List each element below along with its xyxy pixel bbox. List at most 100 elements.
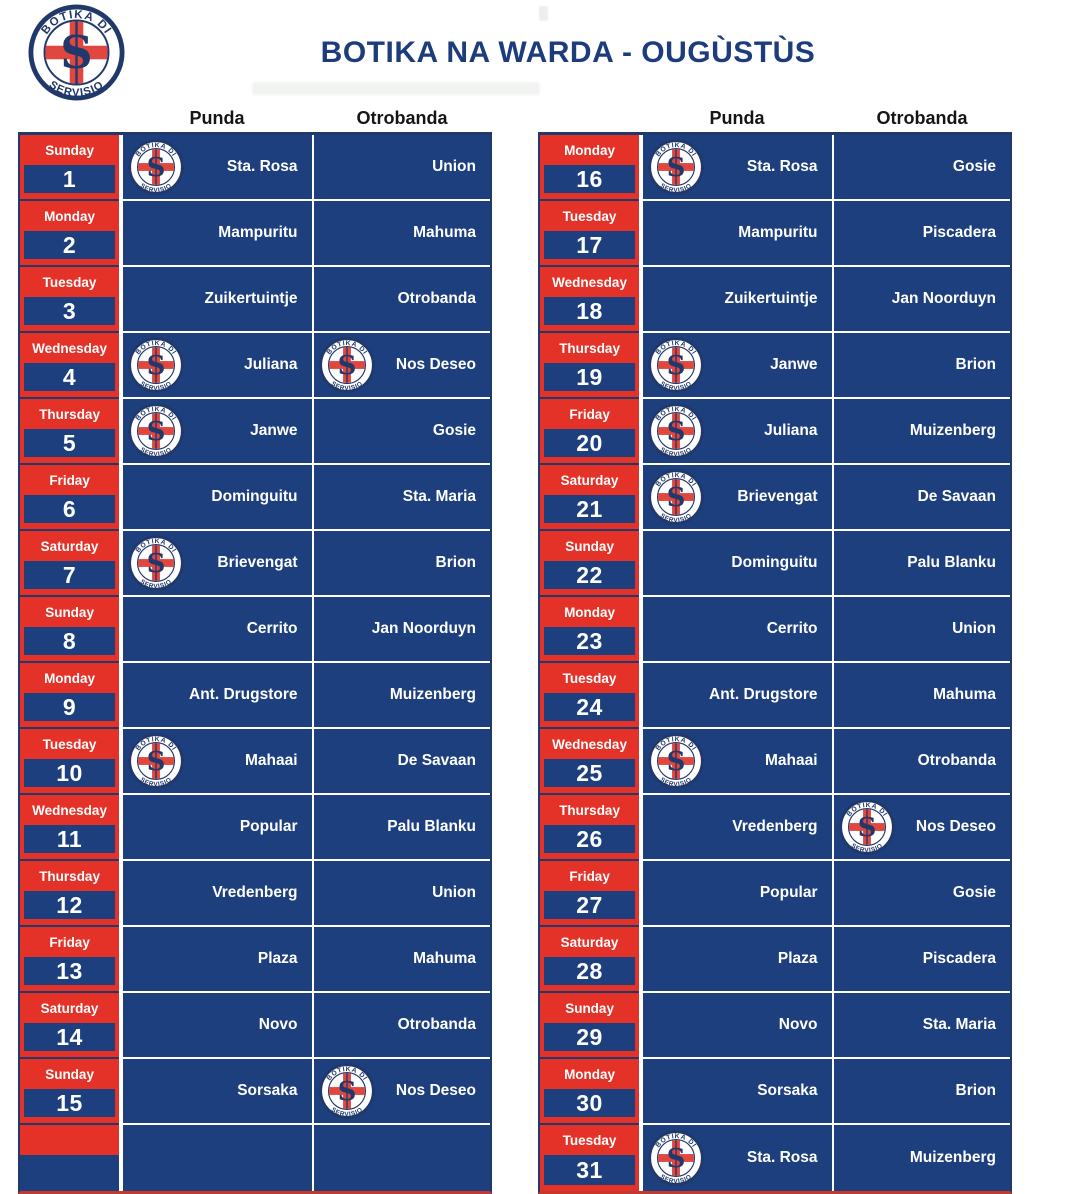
day-number: 6: [24, 495, 116, 523]
day-cell: Sunday 15: [20, 1059, 120, 1125]
day-number: 8: [24, 627, 116, 655]
pharmacy-name: Mahuma: [413, 950, 476, 967]
day-number: 18: [544, 297, 636, 325]
day-cell: Sunday 1: [20, 135, 120, 201]
pharmacy-name: Mahuma: [413, 224, 476, 241]
pharmacy-name: Mahuma: [933, 686, 996, 703]
day-cell: Wednesday 4: [20, 333, 120, 399]
pharmacy-name: De Savaan: [397, 752, 476, 769]
day-cell: Tuesday 17: [540, 201, 640, 267]
schedule-table-days-1-15: Punda Otrobanda Sunday 1 Sta. Rosa Union Mon…: [18, 102, 492, 1194]
faint-top-mark: [539, 6, 548, 21]
pharmacy-name: Vredenberg: [212, 884, 298, 901]
otrobanda-pharmacy-cell: Otrobanda: [313, 267, 490, 333]
pharmacy-name: Mampuritu: [738, 224, 818, 241]
day-number: 28: [544, 957, 636, 985]
day-cell: Saturday 28: [540, 927, 640, 993]
pharmacy-name: Sta. Rosa: [226, 158, 298, 175]
pharmacy-name: Novo: [258, 1016, 298, 1033]
schedule-row: Wednesday 18 Zuikertuintje Jan Noorduyn: [540, 267, 1010, 333]
punda-pharmacy-cell: Sorsaka: [123, 1059, 312, 1125]
pharmacy-name: Muizenberg: [389, 686, 476, 703]
otrobanda-pharmacy-cell: De Savaan: [833, 465, 1010, 531]
calendar-grid-days-1-15: Sunday 1 Sta. Rosa Union Monday 2 Mampuritu Mah…: [18, 132, 492, 1194]
punda-pharmacy-cell: Brievengat: [123, 531, 312, 597]
punda-pharmacy-cell: Sorsaka: [643, 1059, 832, 1125]
day-cell: Monday 2: [20, 201, 120, 267]
schedule-row: Thursday 26 Vredenberg Nos Deseo: [540, 795, 1010, 861]
otrobanda-pharmacy-cell: Sta. Maria: [313, 465, 490, 531]
punda-pharmacy-cell: Cerrito: [643, 597, 832, 663]
day-number: 22: [544, 561, 636, 589]
day-cell: Monday 16: [540, 135, 640, 201]
day-name-label: Saturday: [560, 934, 619, 950]
otrobanda-pharmacy-cell: Brion: [313, 531, 490, 597]
pharmacy-name: Jan Noorduyn: [891, 290, 996, 307]
otrobanda-pharmacy-cell: Brion: [833, 333, 1010, 399]
otrobanda-pharmacy-cell: Nos Deseo: [833, 795, 1010, 861]
pharmacy-name: Muizenberg: [909, 1149, 996, 1166]
pharmacy-name: Zuikertuintje: [724, 290, 818, 307]
calendar-grid-days-16-31: Monday 16 Sta. Rosa Gosie Tuesday 17 Mampuritu…: [538, 132, 1012, 1194]
day-cell: Sunday 8: [20, 597, 120, 663]
pharmacy-name: Brion: [435, 554, 476, 571]
pharmacy-name: Gosie: [952, 884, 996, 901]
day-cell: Tuesday 10: [20, 729, 120, 795]
day-name-label: Friday: [569, 406, 610, 422]
day-number: 5: [24, 429, 116, 457]
otrobanda-pharmacy-cell: Muizenberg: [833, 1125, 1010, 1191]
day-name-label: Monday: [564, 604, 616, 620]
day-cell: Monday 30: [540, 1059, 640, 1125]
day-number: 7: [24, 561, 116, 589]
day-cell: Friday 6: [20, 465, 120, 531]
pharmacy-name: Mampuritu: [218, 224, 298, 241]
schedule-row: Sunday 15 Sorsaka Nos Deseo: [20, 1059, 490, 1125]
day-name-label: Sunday: [565, 1000, 614, 1016]
day-cell: Friday 27: [540, 861, 640, 927]
botika-di-servisio-badge-icon: [128, 733, 184, 789]
otrobanda-pharmacy-cell: Nos Deseo: [313, 333, 490, 399]
punda-pharmacy-cell: Cerrito: [123, 597, 312, 663]
otrobanda-pharmacy-cell: Mahuma: [313, 927, 490, 993]
otrobanda-pharmacy-cell: Jan Noorduyn: [833, 267, 1010, 333]
botika-di-servisio-badge-icon: [128, 337, 184, 393]
punda-pharmacy-cell: [123, 1125, 312, 1191]
day-name-label: Tuesday: [562, 208, 617, 224]
otrobanda-pharmacy-cell: Jan Noorduyn: [313, 597, 490, 663]
punda-pharmacy-cell: Mahaai: [123, 729, 312, 795]
botika-di-servisio-badge-icon: [648, 337, 704, 393]
pharmacy-name: Union: [432, 884, 476, 901]
day-number: 10: [24, 759, 116, 787]
pharmacy-name: Otrobanda: [397, 290, 476, 307]
day-number: 3: [24, 297, 116, 325]
punda-pharmacy-cell: Plaza: [643, 927, 832, 993]
punda-pharmacy-cell: Sta. Rosa: [643, 1125, 832, 1191]
schedule-row: Sunday 1 Sta. Rosa Union: [20, 135, 490, 201]
day-number: 16: [544, 165, 636, 193]
punda-pharmacy-cell: Janwe: [643, 333, 832, 399]
schedule-row: Wednesday 11 Popular Palu Blanku: [20, 795, 490, 861]
punda-pharmacy-cell: Zuikertuintje: [643, 267, 832, 333]
day-number: 4: [24, 363, 116, 391]
day-name-label: Thursday: [559, 802, 620, 818]
day-name-label: Monday: [44, 670, 96, 686]
pharmacy-name: Gosie: [952, 158, 996, 175]
botika-di-servisio-badge-icon: [648, 1130, 704, 1186]
pharmacy-name: Sorsaka: [237, 1082, 298, 1099]
day-cell: Thursday 5: [20, 399, 120, 465]
day-name-label: Thursday: [39, 868, 100, 884]
otrobanda-pharmacy-cell: De Savaan: [313, 729, 490, 795]
pharmacy-name: Janwe: [770, 356, 818, 373]
schedule-row: Monday 2 Mampuritu Mahuma: [20, 201, 490, 267]
botika-di-servisio-badge-icon: [128, 535, 184, 591]
pharmacy-name: Brion: [955, 1082, 996, 1099]
otrobanda-pharmacy-cell: Palu Blanku: [313, 795, 490, 861]
otrobanda-pharmacy-cell: Brion: [833, 1059, 1010, 1125]
day-cell: Wednesday 11: [20, 795, 120, 861]
schedule-tables: Punda Otrobanda Sunday 1 Sta. Rosa Union Mon…: [18, 102, 1012, 1194]
column-headers: Punda Otrobanda: [538, 102, 1012, 132]
day-name-label: Wednesday: [32, 802, 107, 818]
botika-di-servisio-badge-icon: [128, 403, 184, 459]
day-name-label: Sunday: [45, 604, 94, 620]
day-number: 24: [544, 693, 636, 721]
